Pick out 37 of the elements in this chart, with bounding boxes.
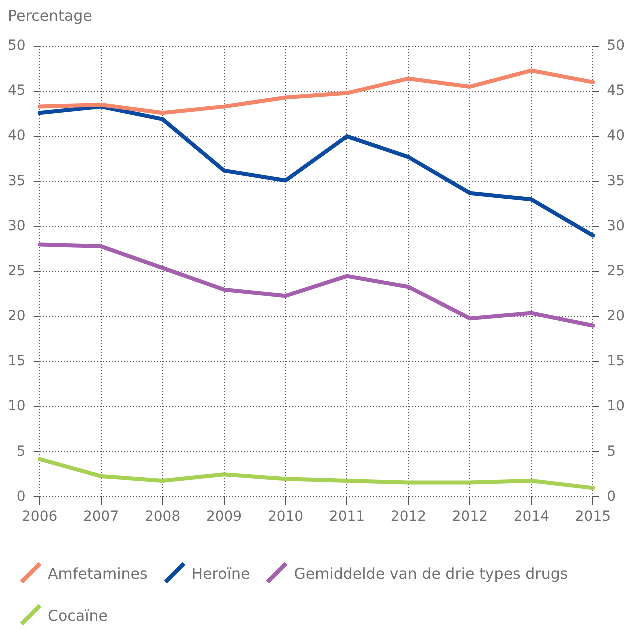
y2-tick-label: 0 [607, 488, 616, 505]
x-tick-label: 2012 [452, 509, 488, 526]
y2-tick-label: 15 [607, 354, 626, 370]
y-tick-label: 5 [16, 444, 26, 460]
y-tick-label: 25 [8, 263, 26, 280]
y-tick-label: 15 [8, 354, 26, 370]
y2-tick-label: 5 [607, 444, 616, 460]
y-tick-label: 35 [8, 173, 26, 190]
y-tick-label: 0 [16, 488, 26, 505]
y2-tick-label: 50 [607, 38, 626, 54]
y2-tick-label: 20 [607, 308, 626, 325]
x-tick-label: 2006 [22, 509, 58, 526]
y-tick-label: 40 [8, 128, 26, 144]
legend-label: Cocaïne [48, 607, 108, 625]
x-tick-label: 2011 [329, 509, 366, 526]
y-tick-label: 20 [8, 308, 26, 325]
y-tick-label: 45 [8, 83, 26, 100]
x-tick-label: 2007 [83, 509, 120, 526]
x-tick-label: 2008 [144, 509, 181, 526]
legend-label: Gemiddelde van de drie types drugs [294, 565, 568, 583]
y2-tick-label: 35 [607, 173, 626, 190]
x-tick-label: 2009 [206, 509, 242, 526]
y2-tick-label: 45 [607, 83, 626, 100]
y2-tick-label: 40 [607, 128, 626, 144]
x-tick-label: 2012 [390, 509, 427, 526]
y2-tick-label: 25 [607, 263, 626, 280]
y-tick-label: 50 [8, 38, 26, 54]
legend-label: Heroïne [192, 565, 250, 583]
legend-label: Amfetamines [48, 565, 148, 583]
x-tick-label: 2014 [514, 509, 550, 526]
y-tick-label: 30 [8, 218, 26, 234]
y-tick-label: 10 [8, 398, 26, 415]
y-axis-title: Percentage [8, 7, 92, 25]
y2-tick-label: 10 [607, 398, 626, 415]
x-tick-label: 2015 [575, 509, 612, 526]
x-tick-label: 2010 [268, 509, 304, 526]
y2-tick-label: 30 [607, 218, 626, 234]
